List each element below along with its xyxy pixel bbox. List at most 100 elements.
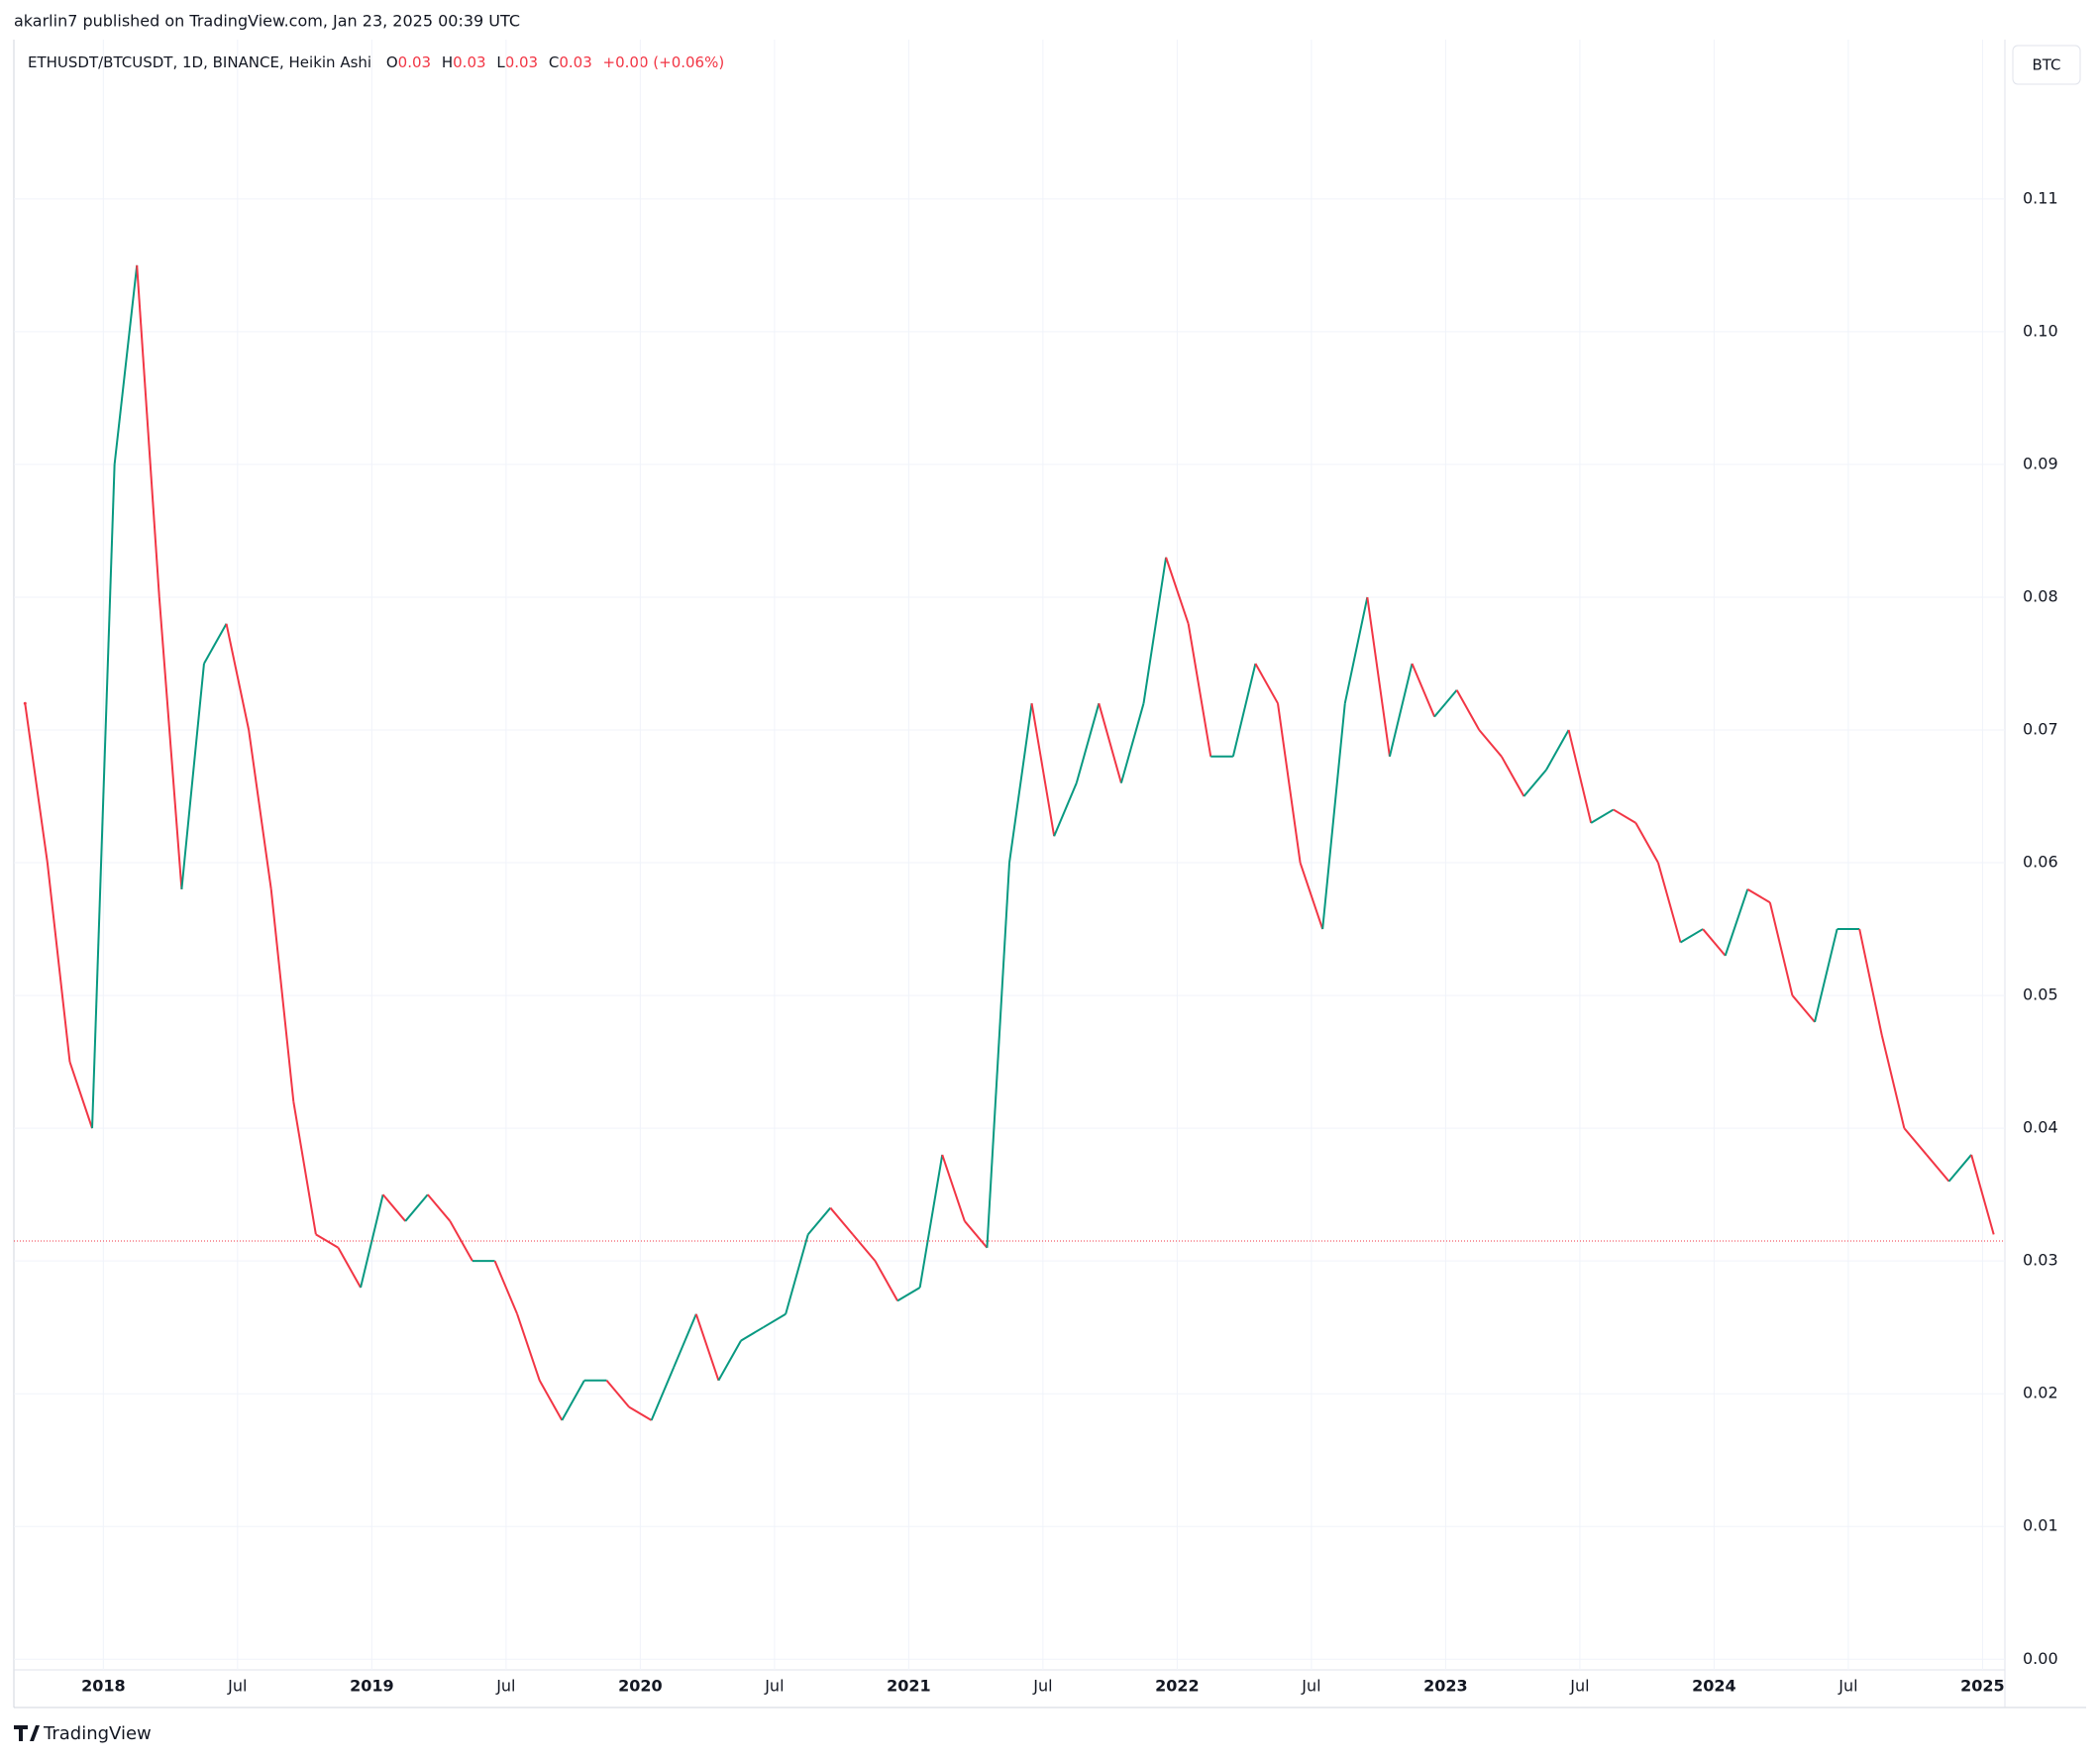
open-value: 0.03 — [398, 53, 431, 71]
y-tick-label: 0.00 — [2023, 1649, 2058, 1668]
price-segment — [650, 1367, 676, 1421]
price-segment — [1947, 1154, 1972, 1183]
price-segment — [427, 1193, 452, 1222]
price-segment — [1926, 1154, 1950, 1183]
price-segment — [1613, 808, 1636, 824]
x-tick-label: Jul — [1838, 1677, 1857, 1696]
price-segment — [404, 1193, 429, 1222]
price-segment — [694, 1313, 720, 1382]
price-segment — [918, 1154, 944, 1289]
price-segment — [740, 1326, 765, 1342]
price-segment — [785, 1234, 809, 1315]
price-segment — [1903, 1127, 1928, 1156]
x-tick-label: 2019 — [350, 1677, 394, 1696]
price-segment — [493, 1260, 519, 1315]
price-segment — [381, 1193, 406, 1222]
price-segment — [1433, 689, 1458, 718]
y-tick-label: 0.02 — [2023, 1384, 2058, 1402]
price-segment — [874, 1260, 898, 1301]
price-segment — [628, 1405, 653, 1421]
logo-text: TradingView — [43, 1723, 152, 1744]
price-segment — [360, 1193, 384, 1289]
price-segment — [158, 596, 183, 889]
x-tick-label: 2018 — [81, 1677, 126, 1696]
price-segment — [1680, 928, 1704, 944]
y-tick-label: 0.06 — [2023, 853, 2058, 872]
price-segment — [1768, 902, 1794, 996]
price-segment — [1702, 928, 1727, 957]
price-segment — [1880, 1035, 1906, 1129]
header: akarlin7 published on TradingView.com, J… — [14, 12, 520, 31]
price-segment — [1500, 756, 1525, 797]
open-label: O — [386, 53, 398, 71]
logo: TradingView — [14, 1723, 152, 1744]
x-tick-label: 2021 — [887, 1677, 931, 1696]
y-tick-label: 0.04 — [2023, 1118, 2058, 1137]
price-segment — [1321, 703, 1346, 930]
price-segment — [1411, 663, 1436, 717]
price-segment — [1075, 702, 1101, 783]
price-segment — [449, 1220, 473, 1262]
price-segment — [1746, 887, 1771, 904]
price-segment — [941, 1154, 966, 1222]
y-tick-label: 0.05 — [2023, 985, 2058, 1004]
price-segment — [1187, 623, 1212, 757]
price-segment — [1231, 663, 1257, 758]
price-segment — [203, 623, 228, 665]
price-segment — [1277, 703, 1302, 864]
symbol: ETHUSDT/BTCUSDT, 1D, BINANCE, Heikin Ash… — [28, 53, 371, 71]
x-tick-label: Jul — [1569, 1677, 1589, 1696]
currency-label[interactable]: BTC — [2032, 56, 2060, 74]
price-segment — [1858, 928, 1883, 1036]
currency-button[interactable] — [2012, 45, 2081, 85]
price-segment — [538, 1380, 564, 1421]
close-value: 0.03 — [559, 53, 591, 71]
price-segment — [673, 1313, 697, 1368]
price-segment — [516, 1313, 541, 1382]
price-segment — [1343, 596, 1369, 704]
price-segment — [1567, 729, 1593, 824]
price-segment — [46, 862, 71, 1063]
x-tick-label: Jul — [1301, 1677, 1320, 1696]
x-tick-label: Jul — [1032, 1677, 1052, 1696]
close-label: C — [549, 53, 559, 71]
change: +0.00 (+0.06%) — [603, 53, 725, 71]
price-segment — [1724, 888, 1749, 957]
x-tick-label: Jul — [495, 1677, 515, 1696]
y-tick-label: 0.08 — [2023, 586, 2058, 605]
x-tick-label: 2024 — [1692, 1677, 1736, 1696]
low-value: 0.03 — [505, 53, 538, 71]
low-label: L — [496, 53, 505, 71]
x-tick-label: 2025 — [1960, 1677, 2005, 1696]
logo-icon — [14, 1725, 40, 1741]
price-segment — [1545, 729, 1570, 771]
legend: ETHUSDT/BTCUSDT, 1D, BINANCE, Heikin Ash… — [28, 53, 724, 71]
price-segment — [852, 1233, 877, 1262]
price-segment — [315, 1233, 339, 1249]
x-tick-label: 2023 — [1423, 1677, 1468, 1696]
y-tick-label: 0.09 — [2023, 454, 2058, 472]
price-segment — [1098, 702, 1122, 783]
y-tick-label: 0.10 — [2023, 321, 2058, 340]
price-segment — [91, 464, 116, 1129]
price-segment — [1478, 729, 1503, 758]
price-segment — [1970, 1154, 1995, 1235]
price-segment — [1366, 596, 1391, 757]
price-segment — [1590, 808, 1615, 824]
price-segment — [806, 1206, 832, 1235]
price-segment — [964, 1220, 989, 1249]
price-segment — [605, 1380, 630, 1408]
price-segment — [986, 862, 1010, 1248]
price-segment — [1142, 557, 1168, 704]
x-tick-label: 2022 — [1155, 1677, 1200, 1696]
y-tick-label: 0.11 — [2023, 188, 2058, 207]
price-segment — [1814, 928, 1838, 1023]
y-tick-label: 0.03 — [2023, 1251, 2058, 1270]
price-segment — [1165, 557, 1190, 625]
price-segment — [1008, 703, 1033, 864]
price-segment — [829, 1206, 854, 1235]
high-label: H — [442, 53, 453, 71]
price-segment — [1030, 703, 1056, 837]
